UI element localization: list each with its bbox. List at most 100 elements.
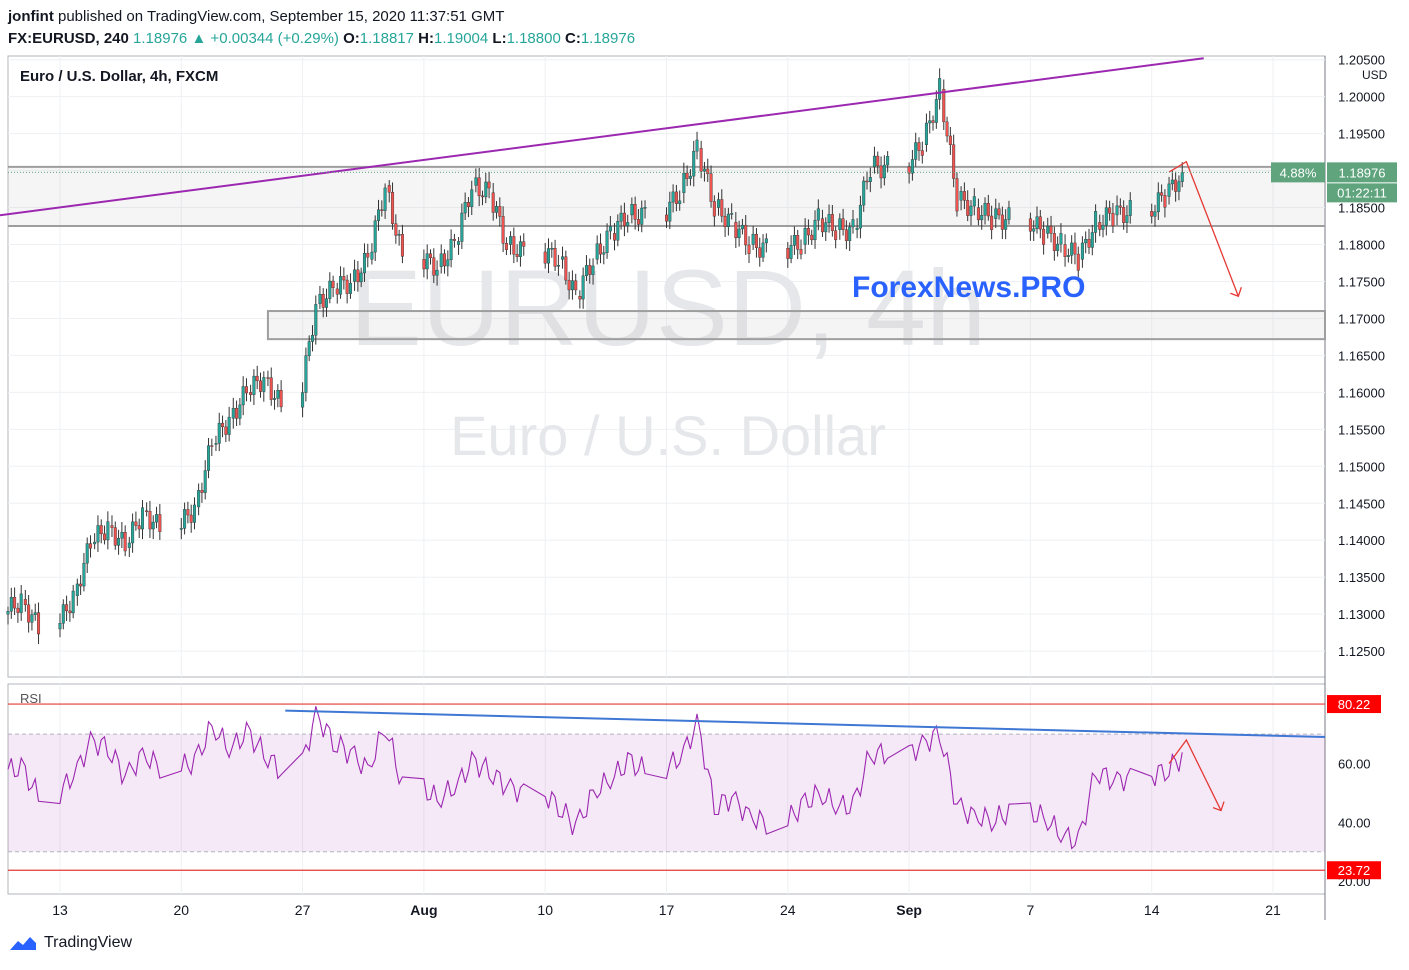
publish-header: jonfint published on TradingView.com, Se…: [8, 6, 635, 50]
candle-body: [383, 187, 387, 211]
time-tick-label: 7: [1027, 902, 1035, 918]
candle-body: [591, 265, 595, 275]
candle-body: [1125, 215, 1129, 223]
candle-body: [244, 386, 248, 394]
candle-body: [955, 178, 959, 212]
price-tick-label: 1.18000: [1338, 238, 1385, 253]
candle-body: [197, 490, 201, 508]
candle-body: [68, 610, 72, 614]
candle-body: [917, 142, 921, 151]
candle-body: [827, 214, 831, 223]
candle-body: [810, 234, 814, 241]
tradingview-logo-icon: [10, 937, 36, 950]
candle-body: [446, 259, 450, 267]
candle-body: [952, 144, 956, 179]
candle-body: [858, 204, 862, 229]
candle-body: [82, 562, 86, 587]
candle-body: [692, 150, 696, 177]
candle-body: [279, 390, 283, 408]
candle-body: [249, 392, 253, 395]
forecast-arrowhead: [1230, 287, 1242, 298]
candle-body: [1170, 179, 1174, 185]
tradingview-footer[interactable]: TradingView: [8, 934, 132, 952]
candle-body: [556, 265, 560, 267]
candle-body: [1167, 183, 1171, 197]
candle-body: [262, 377, 266, 392]
candle-body: [6, 611, 10, 615]
candle-body: [210, 445, 214, 447]
candle-body: [640, 207, 644, 225]
candle-body: [948, 135, 952, 145]
price-tick-label: 1.16500: [1338, 348, 1385, 363]
candle-body: [761, 242, 765, 258]
candle-body: [1174, 179, 1178, 192]
candle-body: [744, 224, 748, 246]
candle-body: [688, 175, 692, 179]
candle-body: [959, 191, 963, 201]
candle-body: [179, 528, 183, 530]
candle-body: [931, 120, 935, 123]
candle-body: [141, 507, 145, 530]
candle-body: [1007, 207, 1011, 220]
candle-body: [397, 234, 401, 236]
published-text: published on TradingView.com, September …: [58, 8, 505, 25]
candle-body: [221, 422, 225, 428]
price-tick-label: 1.17500: [1338, 274, 1385, 289]
candle-body: [665, 214, 669, 222]
rsi-tick-label: 40.00: [1338, 815, 1371, 830]
candle-body: [224, 426, 228, 435]
author-name[interactable]: jonfint: [8, 8, 54, 25]
candle-body: [1000, 214, 1004, 230]
candle-body: [252, 375, 256, 395]
countdown-badge: [1327, 183, 1397, 203]
candle-body: [345, 279, 349, 294]
candle-body: [342, 276, 346, 281]
up-triangle-icon: ▲: [191, 30, 207, 47]
candle-body: [259, 380, 263, 392]
candle-body: [509, 236, 513, 245]
candle-body: [1004, 219, 1008, 230]
candle-body: [865, 180, 869, 183]
candle-body: [980, 215, 984, 221]
candle-body: [391, 192, 395, 224]
candle-body: [928, 120, 932, 124]
candle-body: [1035, 216, 1039, 229]
time-tick-label: 21: [1265, 902, 1281, 918]
time-tick-label: Sep: [896, 902, 922, 918]
watermark-symbol: EURUSD, 4h: [350, 247, 986, 368]
candle-body: [740, 224, 744, 230]
candle-body: [85, 543, 89, 564]
close-value: 1.18976: [580, 30, 636, 47]
candle-body: [570, 280, 574, 291]
candle-body: [1115, 205, 1119, 216]
candle-body: [942, 89, 946, 123]
candle-body: [841, 218, 845, 230]
candle-body: [325, 298, 329, 308]
price-change: +0.00344 (+0.29%): [210, 30, 339, 47]
candle-body: [321, 294, 325, 308]
candle-body: [1153, 211, 1157, 217]
rsi-low-label: 23.72: [1338, 863, 1371, 878]
rsi-line: [7, 706, 1183, 850]
candle-body: [359, 272, 363, 283]
candle-body: [1049, 225, 1053, 234]
candle-body: [1084, 238, 1088, 244]
candle-body: [71, 590, 75, 614]
candle-body: [131, 521, 135, 544]
candle-body: [803, 228, 807, 245]
candle-body: [498, 206, 502, 217]
candle-body: [914, 142, 918, 160]
candle-body: [816, 208, 820, 221]
watermark-name: Euro / U.S. Dollar: [450, 404, 886, 467]
symbol-label: FX:EURUSD, 240: [8, 30, 129, 47]
candle-body: [266, 377, 270, 379]
candle-body: [1056, 243, 1060, 251]
candle-body: [962, 191, 966, 201]
candle-body: [855, 227, 859, 230]
candle-body: [969, 205, 973, 216]
last-price: 1.18976: [133, 30, 188, 47]
candle-body: [192, 504, 196, 523]
price-tick-label: 1.20000: [1338, 90, 1385, 105]
candle-body: [997, 208, 1001, 216]
